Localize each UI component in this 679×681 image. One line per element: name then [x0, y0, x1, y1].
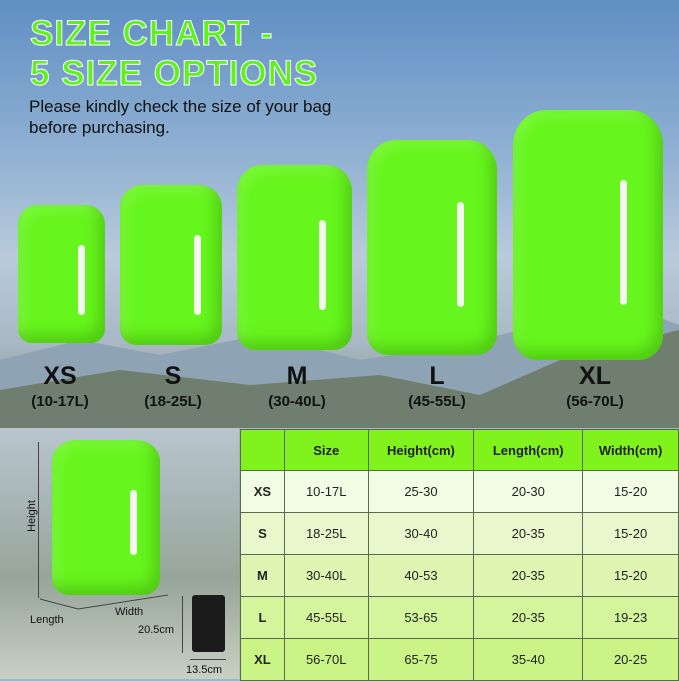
storage-pouch: [192, 595, 225, 652]
table-cell: 53-65: [367, 596, 475, 639]
table-cell: S: [240, 512, 285, 555]
table-cell: 20-30: [473, 470, 584, 513]
table-row: S 18-25L 30-40 20-35 15-20: [240, 512, 679, 555]
table-cell: M: [240, 554, 285, 597]
length-label: Length: [30, 614, 64, 626]
table-row: XL 56-70L 65-75 35-40 20-25: [240, 638, 679, 681]
table-row: L 45-55L 53-65 20-35 19-23: [240, 596, 679, 639]
table-cell: 30-40: [367, 512, 475, 555]
bag-l: [367, 140, 497, 355]
title-line2: 5 SIZE OPTIONS: [29, 54, 319, 93]
header-cell: Length(cm): [473, 429, 584, 471]
table-cell: 25-30: [367, 470, 475, 513]
table-cell: 40-53: [367, 554, 475, 597]
dimension-diagram: Height Length Width 20.5cm 13.5cm: [0, 428, 239, 679]
table-cell: 30-40L: [283, 554, 369, 597]
header-cell: Size: [283, 429, 369, 471]
header-cell: Height(cm): [367, 429, 475, 471]
header-cell: [240, 429, 285, 471]
size-label-s: S (18-25L): [144, 362, 202, 410]
table-cell: 20-35: [473, 512, 584, 555]
table-cell: L: [240, 596, 285, 639]
size-table: Size Height(cm) Length(cm) Width(cm) XS 1…: [240, 429, 679, 681]
size-label-xl: XL (56-70L): [566, 362, 624, 410]
mountains-image: [0, 310, 679, 428]
height-label: Height: [25, 500, 38, 532]
title-line1: SIZE CHART -: [29, 14, 274, 53]
table-row: XS 10-17L 25-30 20-30 15-20: [240, 470, 679, 513]
table-cell: 45-55L: [283, 596, 369, 639]
table-cell: 35-40: [473, 638, 584, 681]
bag-xl: [513, 110, 663, 360]
table-cell: 18-25L: [283, 512, 369, 555]
table-cell: 56-70L: [283, 638, 369, 681]
table-header: Size Height(cm) Length(cm) Width(cm): [240, 429, 679, 471]
diagram-bag: [52, 440, 160, 595]
pouch-width-label: 13.5cm: [186, 664, 223, 676]
table-row: M 30-40L 40-53 20-35 15-20: [240, 554, 679, 597]
subtitle: Please kindly check the size of your bag…: [29, 97, 332, 137]
size-label-m: M (30-40L): [268, 362, 326, 410]
bag-m: [237, 165, 352, 350]
pouch-height-label: 20.5cm: [138, 624, 175, 636]
table-cell: 65-75: [367, 638, 475, 681]
header-cell: Width(cm): [582, 429, 679, 471]
table-cell: XS: [240, 470, 285, 513]
bag-s: [120, 185, 222, 345]
table-cell: 20-35: [473, 554, 584, 597]
bag-xs: [18, 205, 105, 343]
table-cell: 20-35: [473, 596, 584, 639]
size-label-l: L (45-55L): [408, 362, 466, 410]
table-cell: XL: [240, 638, 285, 681]
table-cell: 15-20: [582, 470, 679, 513]
table-cell: 15-20: [582, 512, 679, 555]
table-cell: 20-25: [582, 638, 679, 681]
table-cell: 15-20: [582, 554, 679, 597]
table-cell: 10-17L: [283, 470, 369, 513]
size-label-xs: XS (10-17L): [31, 362, 89, 410]
table-cell: 19-23: [582, 596, 679, 639]
width-label: Width: [115, 606, 144, 618]
